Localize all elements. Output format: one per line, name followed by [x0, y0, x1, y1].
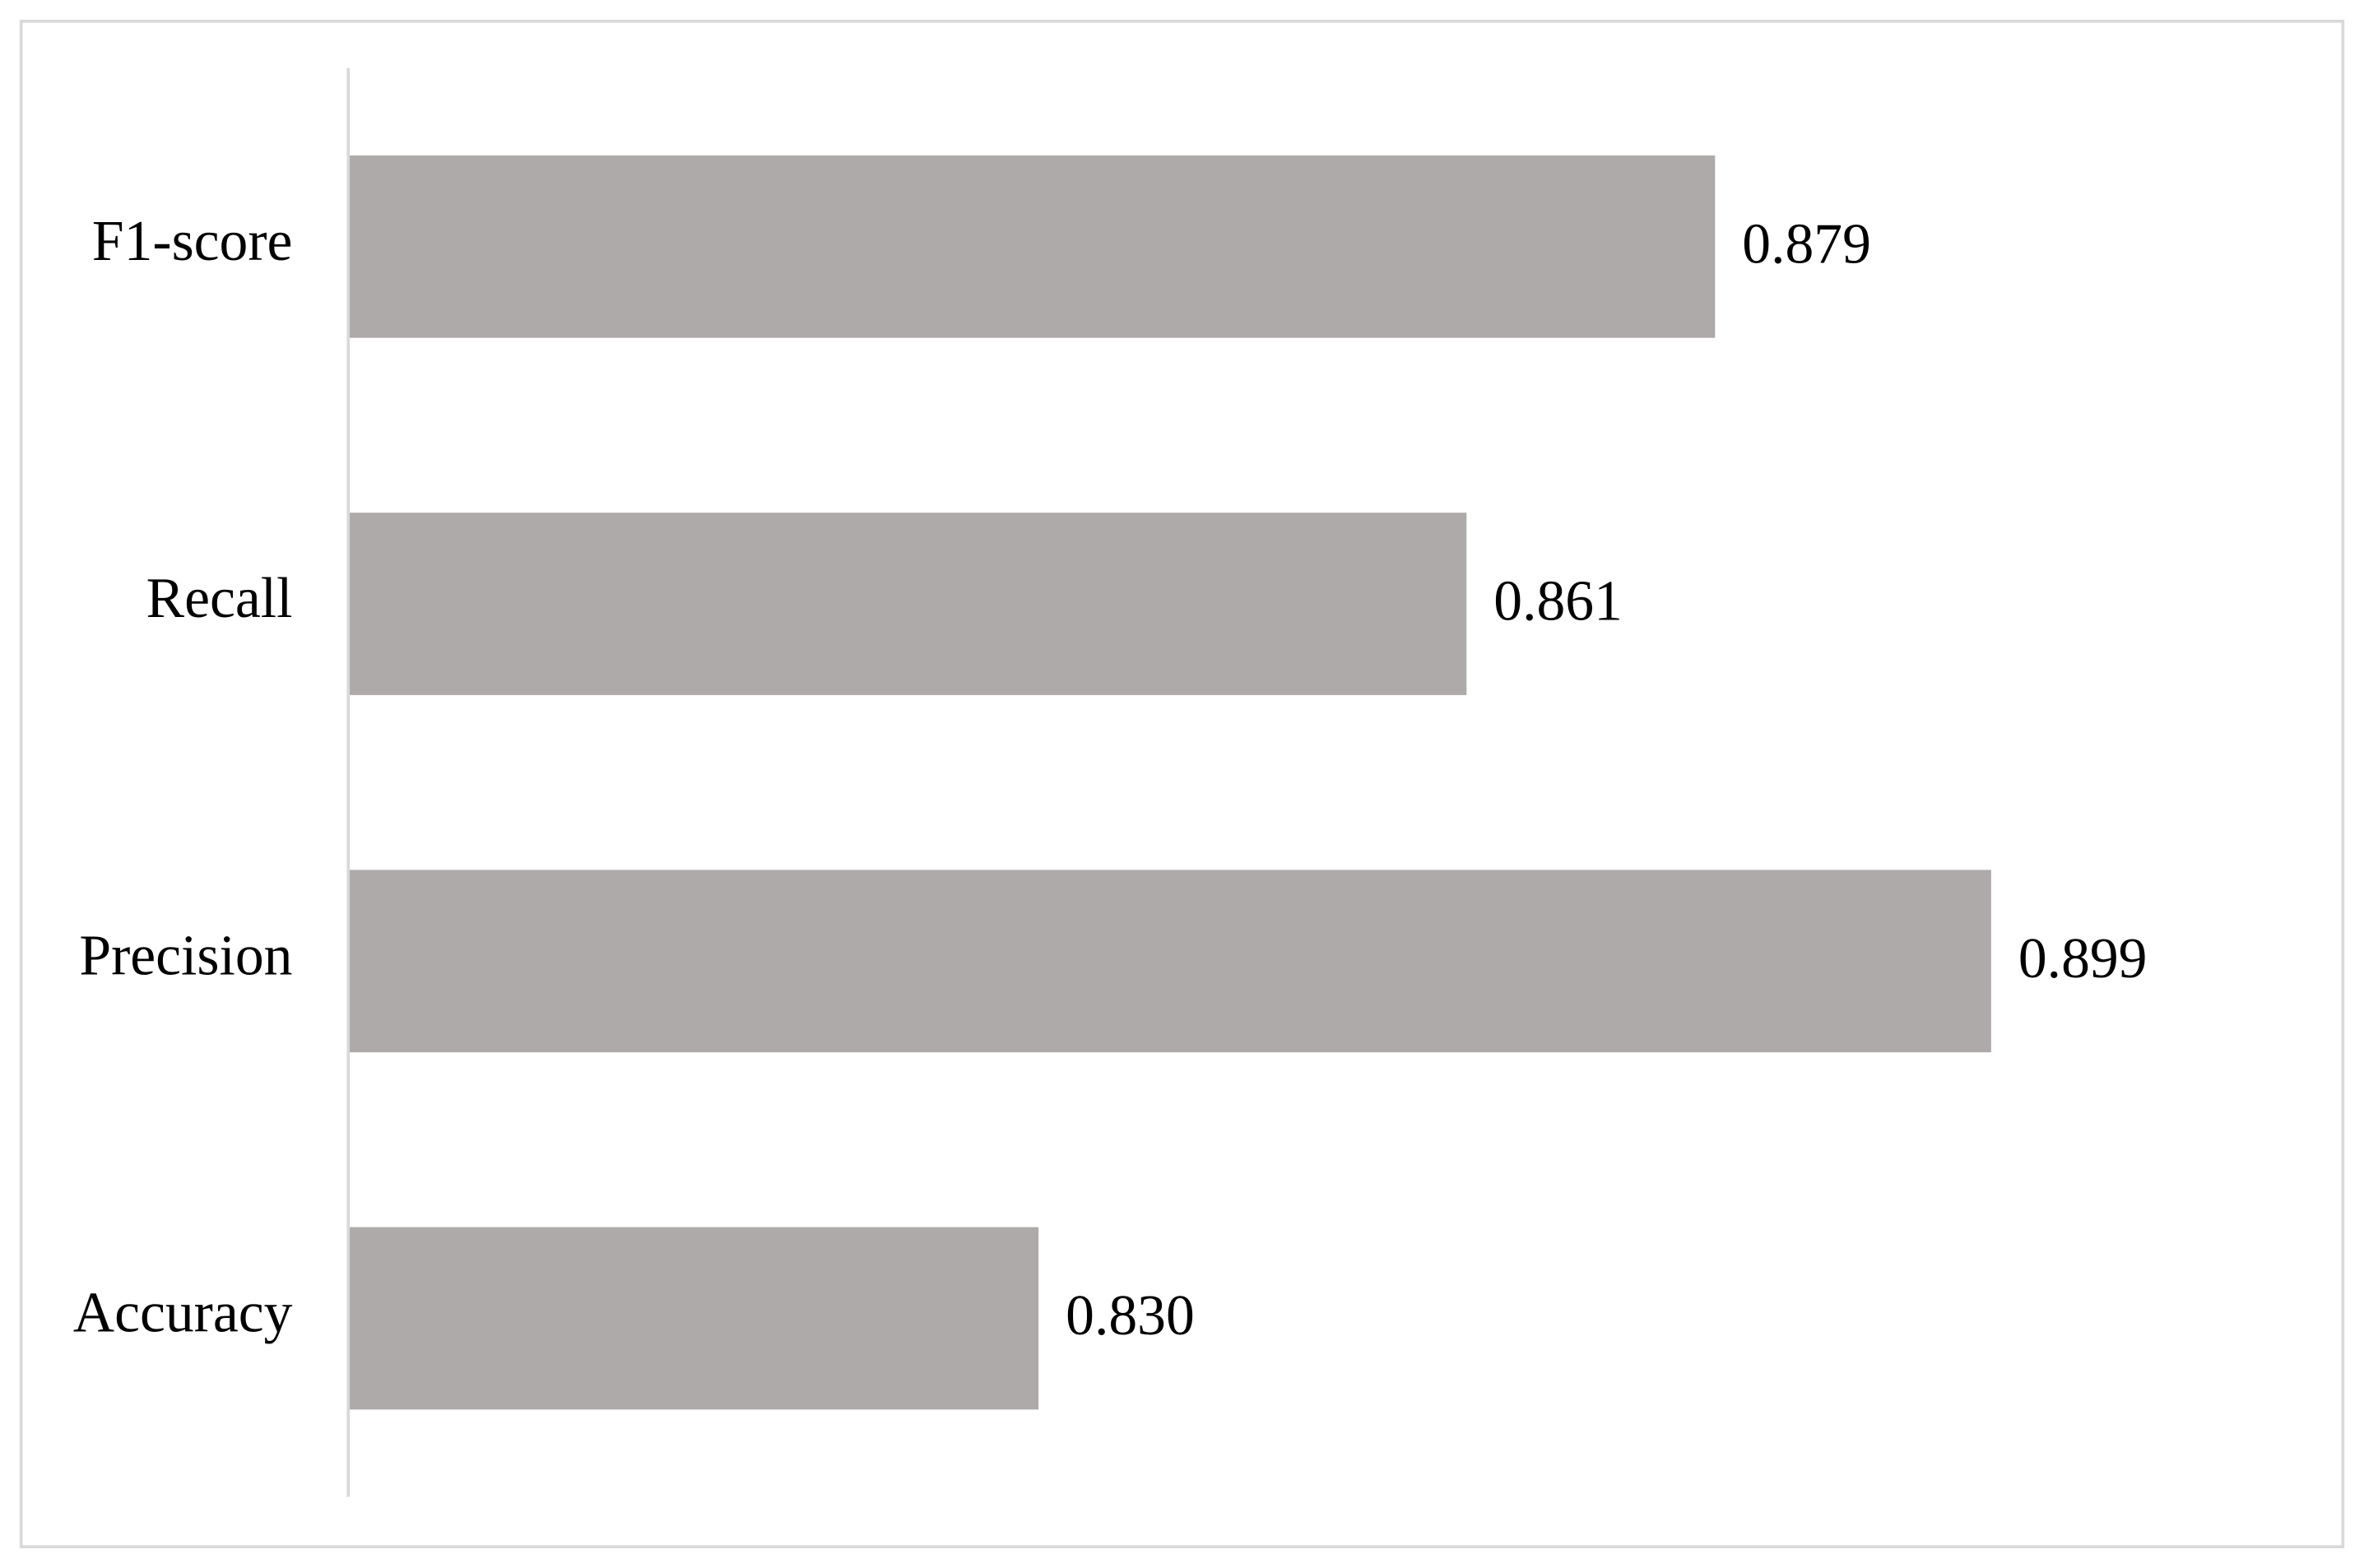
bar	[348, 1227, 1039, 1410]
bar	[348, 870, 1991, 1053]
y-tick-label: F1-score	[92, 210, 293, 273]
data-label: 0.879	[1742, 212, 1871, 276]
data-label: 0.899	[2018, 927, 2148, 990]
data-label: 0.830	[1066, 1284, 1195, 1348]
bar	[348, 513, 1467, 695]
data-label: 0.861	[1493, 570, 1623, 633]
bar	[348, 155, 1716, 338]
y-tick-label: Recall	[146, 567, 293, 630]
y-tick-label: Accuracy	[73, 1282, 293, 1345]
y-tick-label: Precision	[79, 924, 292, 987]
